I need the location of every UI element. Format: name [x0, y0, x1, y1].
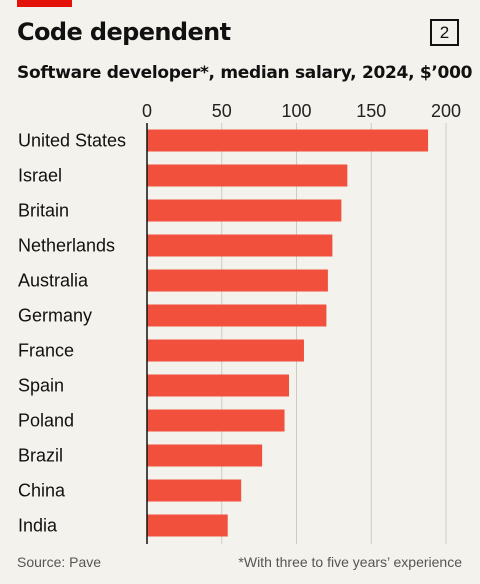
bar [147, 339, 304, 362]
chart-title: Code dependent [17, 18, 231, 46]
bar [147, 444, 263, 467]
brand-accent-tag [17, 0, 72, 7]
category-label: United States [18, 131, 126, 151]
category-label: Netherlands [18, 236, 115, 256]
category-label: Brazil [18, 446, 63, 466]
bar [147, 304, 327, 327]
category-label: Britain [18, 201, 69, 221]
bar [147, 164, 348, 187]
category-label: Poland [18, 411, 74, 431]
bar [147, 409, 285, 432]
x-tick-label: 50 [212, 101, 232, 121]
category-label: Australia [18, 271, 89, 291]
bar [147, 514, 228, 537]
category-label: Israel [18, 166, 62, 186]
x-tick-label: 200 [431, 101, 461, 121]
x-tick-label: 0 [142, 101, 152, 121]
chart-number-badge: 2 [430, 19, 459, 46]
category-label: India [18, 516, 58, 536]
category-label: China [18, 481, 66, 501]
bar [147, 199, 342, 222]
bar [147, 479, 242, 502]
footnote: *With three to five years’ experience [238, 554, 462, 570]
bar [147, 234, 333, 257]
source-note: Source: Pave [17, 554, 102, 570]
category-label: France [18, 341, 74, 361]
x-tick-label: 100 [281, 101, 311, 121]
chart-subtitle: Software developer*, median salary, 2024… [17, 63, 473, 83]
x-tick-label: 150 [356, 101, 386, 121]
bar [147, 374, 290, 397]
category-label: Germany [18, 306, 92, 326]
category-label: Spain [18, 376, 64, 396]
bar [147, 269, 328, 292]
bar [147, 129, 429, 152]
